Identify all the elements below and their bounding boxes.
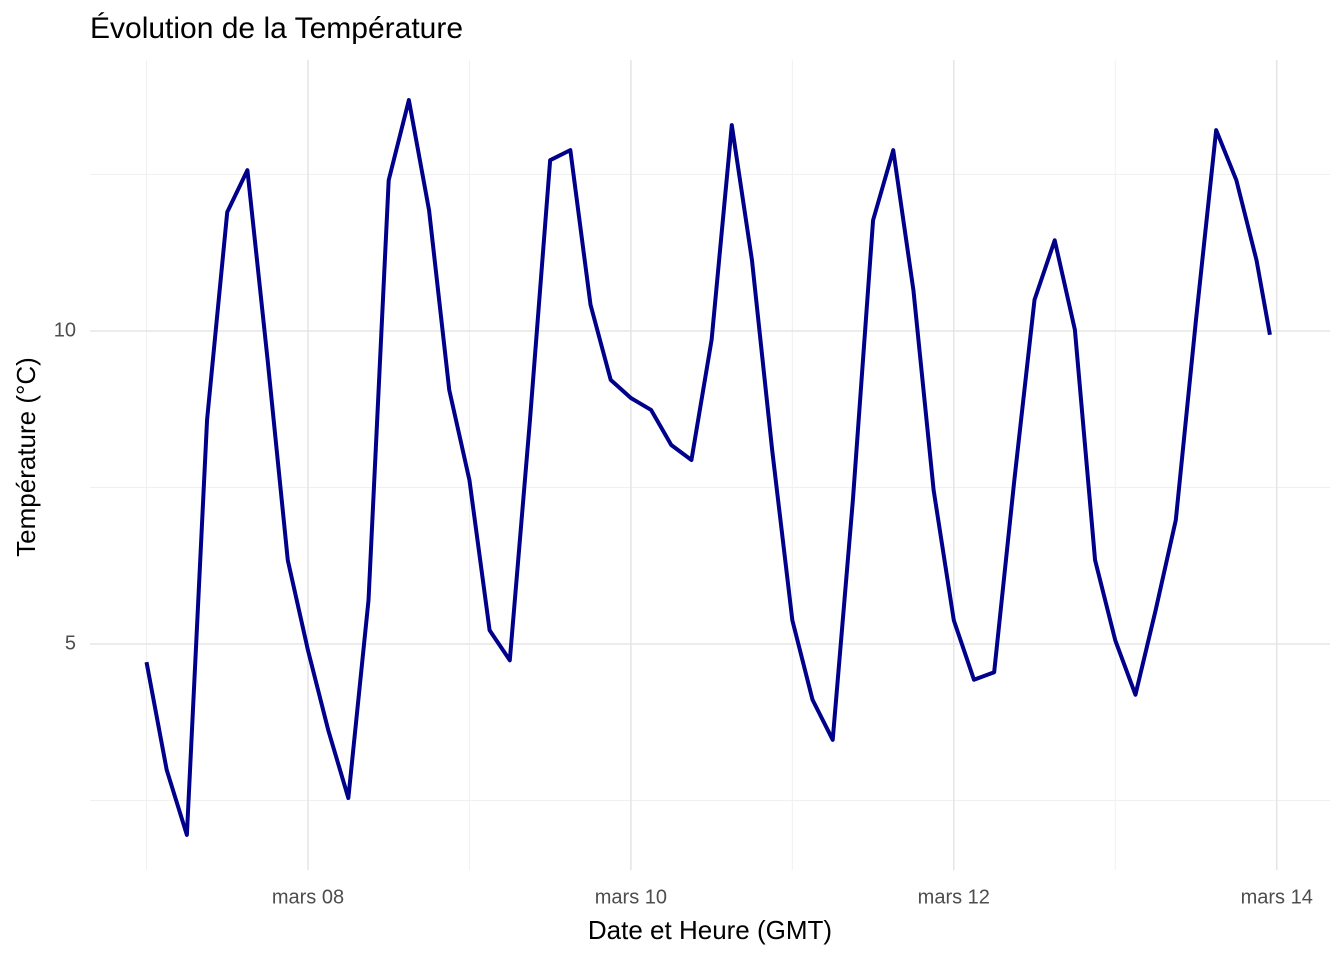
chart-title: Évolution de la Température xyxy=(90,12,463,45)
x-tick-label: mars 10 xyxy=(595,886,667,908)
x-tick-label: mars 12 xyxy=(918,886,990,908)
x-tick-label: mars 08 xyxy=(272,886,344,908)
y-axis-title: Température (°C) xyxy=(11,357,41,557)
y-tick-label: 10 xyxy=(54,319,76,341)
x-tick-label: mars 14 xyxy=(1241,886,1313,908)
data-line xyxy=(144,98,1272,837)
x-axis-title: Date et Heure (GMT) xyxy=(588,915,832,945)
y-tick-label: 5 xyxy=(65,632,76,654)
